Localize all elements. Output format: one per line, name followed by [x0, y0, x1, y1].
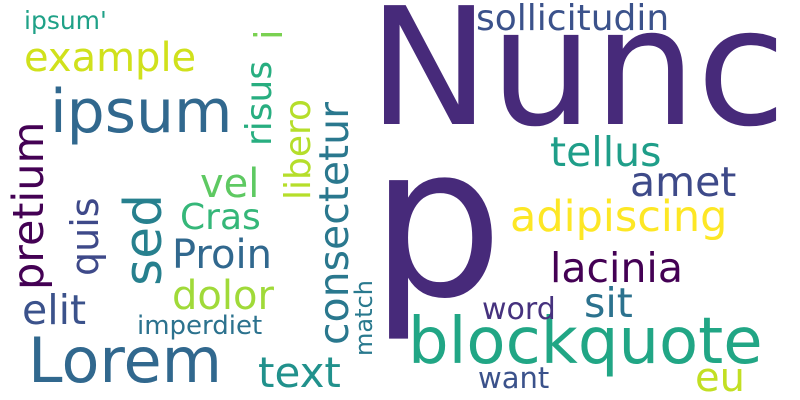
word-match: match: [350, 280, 378, 356]
word-word: word: [482, 292, 556, 327]
word-libero: libero: [278, 98, 319, 200]
word-p: p: [370, 100, 504, 345]
word-ipsum-quote: ipsum': [24, 6, 107, 35]
word-tellus: tellus: [550, 128, 662, 176]
word-pretium: pretium: [4, 121, 54, 290]
word-risus: risus: [239, 60, 280, 146]
word-example: example: [24, 35, 197, 81]
word-proin: Proin: [172, 232, 272, 278]
word-sed: sed: [114, 193, 174, 286]
word-blockquote: blockquote: [408, 305, 763, 379]
word-vel: vel: [200, 161, 260, 207]
word-text: text: [258, 348, 341, 397]
word-i: i: [247, 29, 291, 40]
word-eu: eu: [695, 355, 745, 400]
word-elit: elit: [22, 286, 87, 334]
word-sollicitudin: sollicitudin: [476, 0, 670, 39]
word-cras: Cras: [180, 197, 261, 238]
word-consectetur: consectetur: [310, 102, 358, 345]
word-lacinia: lacinia: [550, 244, 683, 292]
word-sit: sit: [584, 279, 633, 327]
word-ipsum: ipsum: [50, 77, 233, 147]
word-lorem: Lorem: [28, 324, 223, 397]
word-nunc: Nunc: [368, 0, 787, 163]
word-dolor: dolor: [172, 273, 274, 319]
word-amet: amet: [630, 158, 737, 206]
word-adipiscing: adipiscing: [510, 192, 728, 242]
word-quis: quis: [63, 197, 107, 276]
word-imperdiet: imperdiet: [137, 311, 263, 341]
word-want: want: [478, 361, 550, 395]
